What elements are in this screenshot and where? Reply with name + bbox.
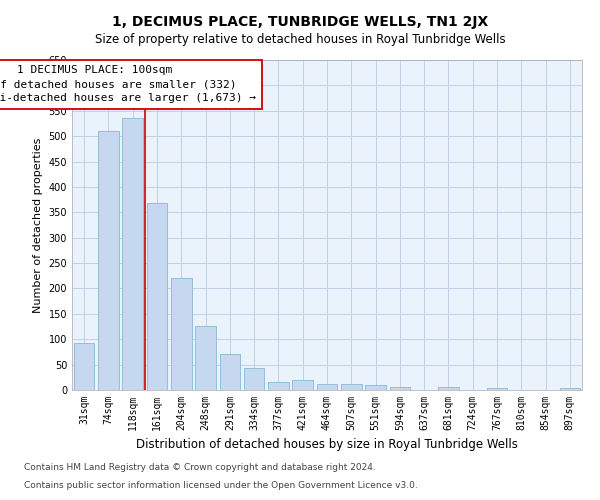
X-axis label: Distribution of detached houses by size in Royal Tunbridge Wells: Distribution of detached houses by size …: [136, 438, 518, 452]
Bar: [171, 278, 191, 390]
Bar: [146, 203, 167, 390]
Text: 1, DECIMUS PLACE, TUNBRIDGE WELLS, TN1 2JX: 1, DECIMUS PLACE, TUNBRIDGE WELLS, TN1 2…: [112, 15, 488, 29]
Bar: [560, 388, 580, 390]
Text: Contains HM Land Registry data © Crown copyright and database right 2024.: Contains HM Land Registry data © Crown c…: [24, 464, 376, 472]
Text: Contains public sector information licensed under the Open Government Licence v3: Contains public sector information licen…: [24, 481, 418, 490]
Bar: [74, 343, 94, 390]
Bar: [268, 382, 289, 390]
Bar: [317, 384, 337, 390]
Text: Size of property relative to detached houses in Royal Tunbridge Wells: Size of property relative to detached ho…: [95, 32, 505, 46]
Bar: [98, 131, 119, 390]
Y-axis label: Number of detached properties: Number of detached properties: [33, 138, 43, 312]
Bar: [389, 388, 410, 390]
Bar: [365, 386, 386, 390]
Bar: [292, 380, 313, 390]
Bar: [220, 354, 240, 390]
Bar: [122, 118, 143, 390]
Bar: [438, 388, 459, 390]
Bar: [487, 388, 508, 390]
Text: 1 DECIMUS PLACE: 100sqm
← 16% of detached houses are smaller (332)
83% of semi-d: 1 DECIMUS PLACE: 100sqm ← 16% of detache…: [0, 65, 256, 103]
Bar: [244, 368, 265, 390]
Bar: [195, 326, 216, 390]
Bar: [341, 384, 362, 390]
